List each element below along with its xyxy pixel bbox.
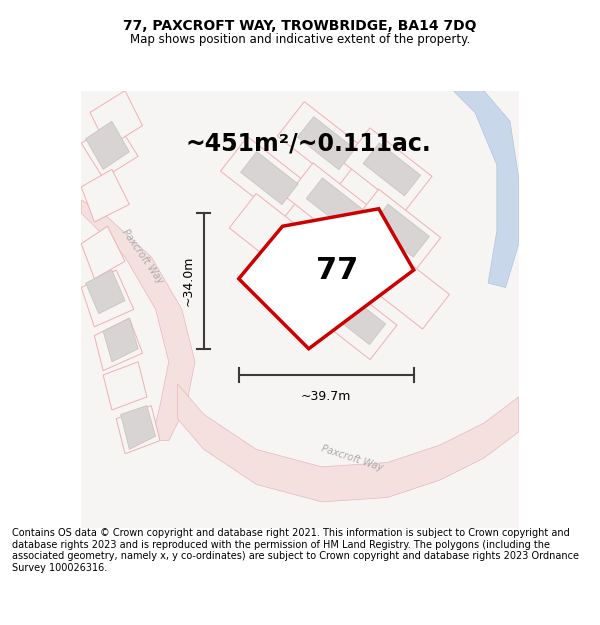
Text: ~34.0m: ~34.0m bbox=[182, 256, 195, 306]
Polygon shape bbox=[81, 121, 138, 178]
Polygon shape bbox=[328, 292, 386, 344]
Polygon shape bbox=[343, 128, 432, 211]
Polygon shape bbox=[90, 91, 143, 148]
Polygon shape bbox=[81, 226, 125, 279]
Polygon shape bbox=[242, 251, 331, 333]
Polygon shape bbox=[116, 406, 160, 454]
Polygon shape bbox=[81, 200, 195, 441]
Polygon shape bbox=[361, 246, 449, 329]
Polygon shape bbox=[241, 152, 298, 204]
Polygon shape bbox=[178, 384, 519, 502]
Polygon shape bbox=[308, 277, 397, 359]
Polygon shape bbox=[306, 178, 364, 231]
Polygon shape bbox=[440, 91, 519, 288]
Text: 77: 77 bbox=[317, 256, 359, 286]
Polygon shape bbox=[229, 194, 318, 276]
Polygon shape bbox=[81, 169, 130, 222]
Polygon shape bbox=[239, 209, 414, 349]
Polygon shape bbox=[81, 270, 134, 327]
Polygon shape bbox=[81, 91, 519, 528]
Polygon shape bbox=[94, 318, 143, 371]
Text: ~451m²/~0.111ac.: ~451m²/~0.111ac. bbox=[186, 131, 431, 155]
Polygon shape bbox=[363, 143, 421, 196]
Polygon shape bbox=[372, 204, 430, 257]
Polygon shape bbox=[103, 362, 147, 410]
Text: Paxcroft Way: Paxcroft Way bbox=[320, 444, 385, 472]
Text: Contains OS data © Crown copyright and database right 2021. This information is : Contains OS data © Crown copyright and d… bbox=[12, 528, 579, 573]
Text: 77, PAXCROFT WAY, TROWBRIDGE, BA14 7DQ: 77, PAXCROFT WAY, TROWBRIDGE, BA14 7DQ bbox=[123, 19, 477, 32]
Polygon shape bbox=[286, 163, 375, 246]
Polygon shape bbox=[298, 117, 355, 169]
Text: ~39.7m: ~39.7m bbox=[301, 390, 352, 403]
Polygon shape bbox=[295, 220, 384, 302]
Polygon shape bbox=[103, 318, 138, 362]
Polygon shape bbox=[86, 270, 125, 314]
Polygon shape bbox=[221, 137, 310, 219]
Text: Map shows position and indicative extent of the property.: Map shows position and indicative extent… bbox=[130, 32, 470, 46]
Polygon shape bbox=[86, 121, 130, 169]
Polygon shape bbox=[352, 189, 441, 272]
Text: Paxcroft Way: Paxcroft Way bbox=[120, 228, 165, 286]
Polygon shape bbox=[277, 102, 367, 184]
Polygon shape bbox=[121, 406, 155, 449]
